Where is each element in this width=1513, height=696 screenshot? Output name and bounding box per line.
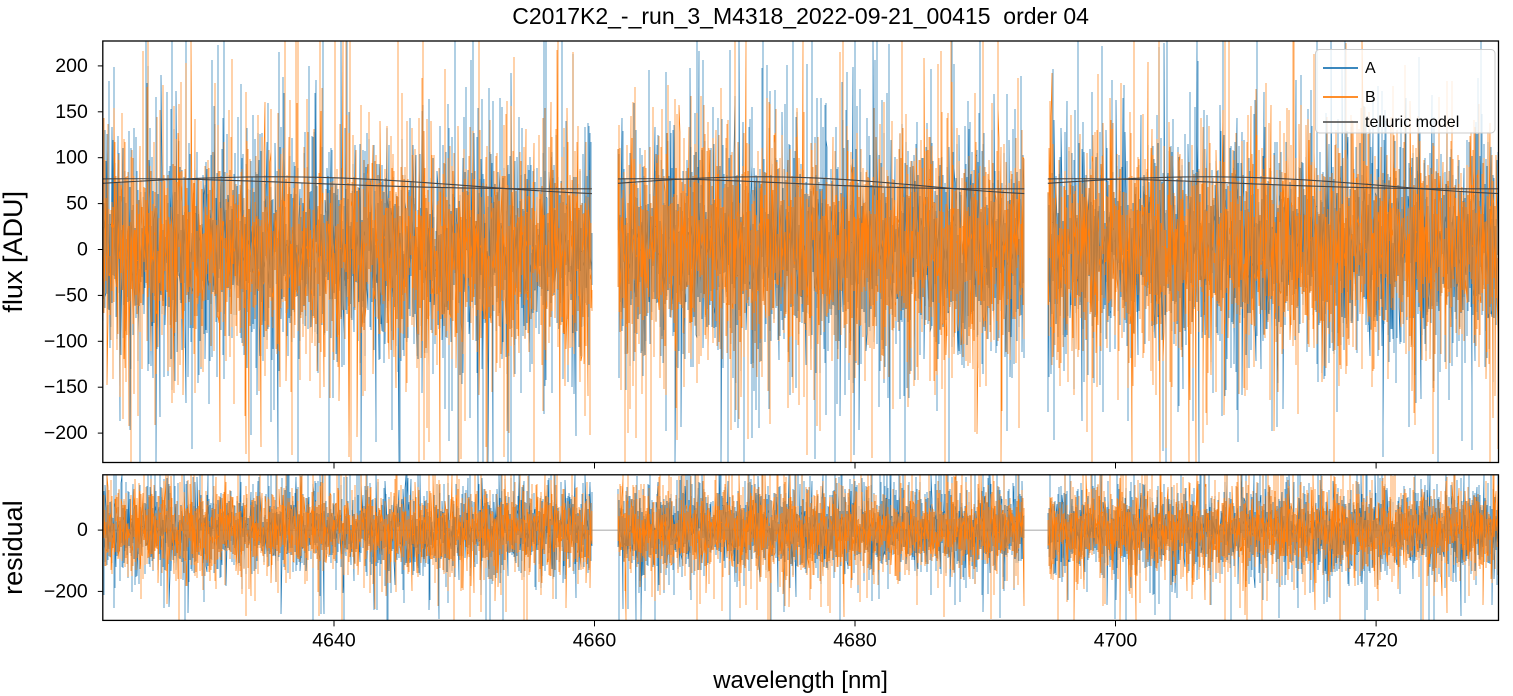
svg-text:4700: 4700 xyxy=(1094,629,1138,651)
svg-text:wavelength [nm]: wavelength [nm] xyxy=(712,667,888,694)
svg-text:−200: −200 xyxy=(44,580,88,602)
svg-text:residual: residual xyxy=(0,500,28,595)
svg-text:−100: −100 xyxy=(44,330,88,352)
svg-text:−150: −150 xyxy=(44,376,88,398)
svg-text:B: B xyxy=(1365,89,1376,106)
svg-text:4660: 4660 xyxy=(573,629,617,651)
svg-text:4640: 4640 xyxy=(312,629,356,651)
svg-text:150: 150 xyxy=(55,101,88,123)
svg-text:0: 0 xyxy=(77,239,88,261)
svg-text:100: 100 xyxy=(55,147,88,169)
svg-text:0: 0 xyxy=(77,519,88,541)
svg-text:200: 200 xyxy=(55,55,88,77)
svg-text:C2017K2_-_run_3_M4318_2022-09-: C2017K2_-_run_3_M4318_2022-09-21_00415 o… xyxy=(512,3,1089,29)
svg-text:A: A xyxy=(1365,60,1376,77)
svg-text:flux [ADU]: flux [ADU] xyxy=(0,191,28,313)
svg-text:4680: 4680 xyxy=(833,629,877,651)
svg-text:4720: 4720 xyxy=(1354,629,1398,651)
svg-text:telluric model: telluric model xyxy=(1365,114,1459,131)
svg-text:−50: −50 xyxy=(55,284,88,306)
svg-text:−200: −200 xyxy=(44,422,88,444)
svg-text:50: 50 xyxy=(66,193,88,215)
